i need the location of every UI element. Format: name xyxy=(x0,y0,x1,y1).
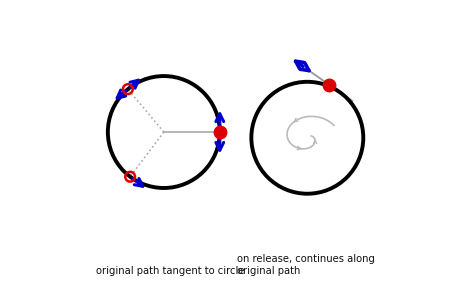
Text: original path tangent to circle: original path tangent to circle xyxy=(96,265,245,276)
Text: on release, continues along
original path: on release, continues along original pat… xyxy=(237,254,375,276)
